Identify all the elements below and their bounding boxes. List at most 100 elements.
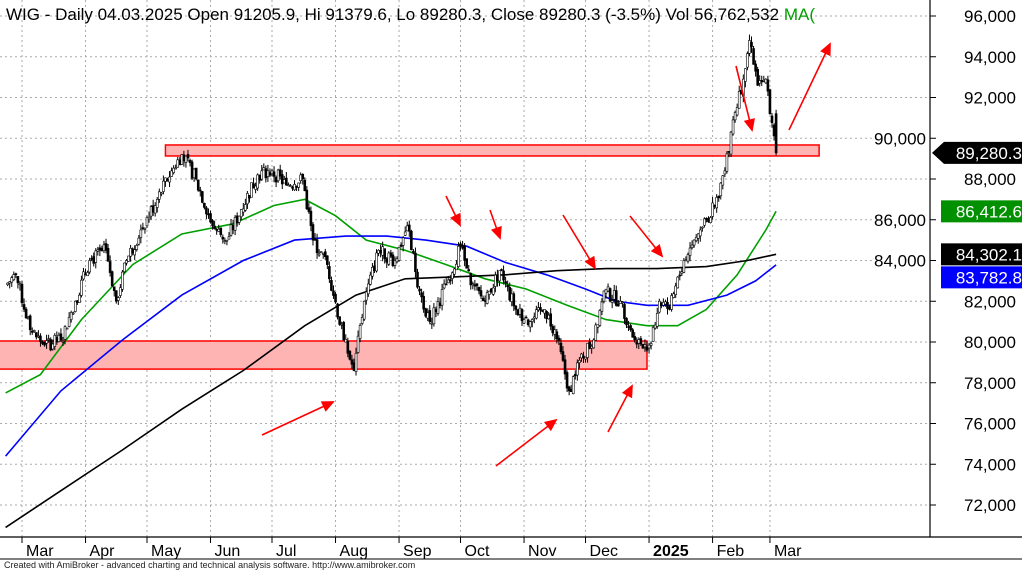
candle-body <box>565 372 569 389</box>
candle-body <box>561 351 565 361</box>
candle-body <box>551 325 555 334</box>
candle-body <box>461 245 464 249</box>
candle-body <box>649 343 653 346</box>
zones <box>0 144 820 370</box>
y-tick-label: 80,000 <box>964 333 1016 352</box>
candle-body <box>254 185 257 190</box>
candle-body <box>145 216 149 227</box>
candle-body <box>395 258 399 263</box>
x-tick-label: 2025 <box>653 543 689 560</box>
candle-body <box>192 168 196 179</box>
candle-body <box>39 335 42 342</box>
candle-body <box>496 274 499 281</box>
candle-body <box>528 321 532 328</box>
candle-body <box>723 170 727 175</box>
ma-label: MA( <box>783 5 815 24</box>
candle-body <box>610 300 614 303</box>
candle-body <box>170 170 173 177</box>
candle-body <box>737 91 741 109</box>
red-arrow <box>788 43 831 131</box>
candle-body <box>174 167 177 170</box>
candle-body <box>303 179 307 192</box>
candle-body <box>61 340 65 343</box>
candle-body <box>43 342 46 346</box>
candle-body <box>264 168 268 179</box>
candle-body <box>41 341 44 344</box>
y-axis: 72,000 74,000 76,000 78,000 80,000 82,000 84,0… <box>872 7 1016 515</box>
annotation-arrows <box>261 42 831 467</box>
candle-body <box>250 182 253 198</box>
candle-body <box>205 207 208 215</box>
candle-body <box>752 48 755 65</box>
candle-body <box>194 167 198 180</box>
red-arrow <box>495 419 557 467</box>
chart-title: WIG - Daily 04.03.2025 Open 91205.9, Hi … <box>6 5 815 25</box>
arrow-head <box>650 243 664 258</box>
candle-body <box>754 63 757 72</box>
candle-body <box>223 240 227 242</box>
candle-body <box>504 281 507 284</box>
candle-body <box>448 279 452 282</box>
candle-body <box>674 285 677 295</box>
candle-body <box>727 151 731 153</box>
candle-body <box>213 225 216 230</box>
candle-body <box>541 309 544 312</box>
candle-body <box>153 205 157 214</box>
candle-body <box>203 203 206 208</box>
candle-body <box>133 249 137 256</box>
candle-body <box>119 287 122 296</box>
candle-body <box>547 314 550 320</box>
candle-body <box>522 319 526 324</box>
candle-body <box>455 263 458 271</box>
candle-body <box>676 276 680 289</box>
candle-body <box>498 270 501 282</box>
y-tick-label: 84,000 <box>874 252 926 271</box>
candle-body <box>229 224 233 236</box>
candle-body <box>26 317 30 320</box>
candle-body <box>246 193 249 205</box>
candle-body <box>672 293 675 298</box>
candle-body <box>670 295 673 310</box>
candle-body <box>770 115 774 123</box>
candle-body <box>612 290 616 300</box>
candle-body <box>332 290 335 296</box>
candle-body <box>733 112 737 121</box>
grid <box>0 0 930 537</box>
candle-body <box>209 213 212 223</box>
candle-body <box>662 301 665 306</box>
candle-body <box>440 289 444 306</box>
candle-body <box>391 254 395 266</box>
candle-body <box>422 295 425 310</box>
candle-body <box>502 270 505 281</box>
candle-body <box>731 119 735 135</box>
candle-body <box>588 341 591 349</box>
candle-body <box>438 302 442 306</box>
candle-body <box>342 321 346 341</box>
candle-body <box>323 251 327 257</box>
candle-body <box>694 236 698 241</box>
candle-body <box>168 176 171 183</box>
candle-body <box>82 271 85 280</box>
moving-average-line <box>5 253 777 529</box>
candle-body <box>157 191 161 200</box>
candle-body <box>352 362 356 371</box>
candle-body <box>16 276 20 284</box>
candle-body <box>108 261 112 273</box>
candle-body <box>182 154 186 162</box>
candle-body <box>47 338 50 340</box>
candle-body <box>127 255 130 262</box>
y-tick-label: 78,000 <box>964 374 1016 393</box>
candle-body <box>268 172 272 176</box>
candle-body <box>92 256 96 264</box>
candle-body <box>328 266 331 280</box>
candle-body <box>772 124 776 137</box>
candle-body <box>639 338 643 345</box>
candle-body <box>518 307 522 315</box>
candle-body <box>590 346 593 349</box>
y-tick-label: 96,000 <box>964 7 1016 26</box>
candle-body <box>334 293 337 303</box>
x-tick-label: Mar <box>26 543 54 560</box>
y-tick-label: 72,000 <box>964 496 1016 515</box>
candle-body <box>71 312 75 315</box>
candle-body <box>274 177 278 183</box>
